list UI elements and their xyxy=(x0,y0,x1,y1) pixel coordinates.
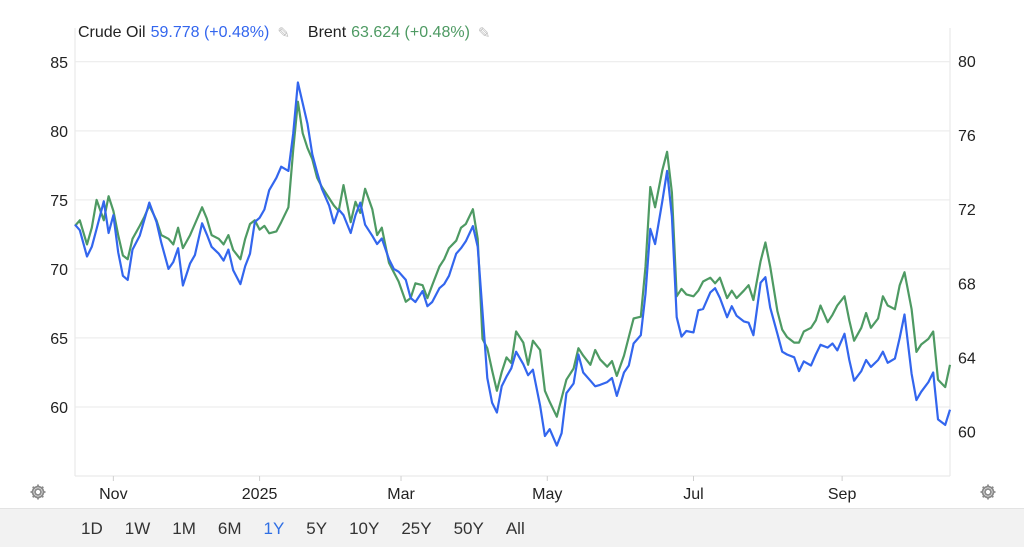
gear-icon[interactable] xyxy=(978,482,998,502)
right-tick-label: 72 xyxy=(958,202,976,219)
grid-lines xyxy=(74,28,951,477)
range-button-5y[interactable]: 5Y xyxy=(295,509,338,548)
x-tick-label: 2025 xyxy=(242,486,278,503)
range-button-1m[interactable]: 1M xyxy=(161,509,207,548)
right-tick-label: 68 xyxy=(958,276,976,293)
right-tick-label: 76 xyxy=(958,128,976,145)
range-button-1d[interactable]: 1D xyxy=(70,509,114,548)
right-tick-label: 80 xyxy=(958,54,976,71)
legend-name: Crude Oil xyxy=(78,24,146,41)
price-chart[interactable]: 60 65 70 75 80 85 60 64 68 72 76 80 Nov 2025 Mar May J… xyxy=(0,0,1024,508)
range-button-1w[interactable]: 1W xyxy=(114,509,162,548)
x-tick-label: May xyxy=(532,486,562,503)
right-tick-label: 64 xyxy=(958,350,976,367)
left-axis: 60 65 70 75 80 85 xyxy=(50,55,68,417)
series-line-crude-oil[interactable] xyxy=(74,81,952,447)
gear-icon[interactable] xyxy=(28,482,48,502)
pencil-icon[interactable]: ✎ xyxy=(477,25,491,42)
left-tick-label: 75 xyxy=(50,193,68,210)
x-tick-label: Nov xyxy=(99,486,127,503)
legend: Crude Oil 59.778 (+0.48%) ✎ Brent 63.624… xyxy=(78,24,508,42)
left-tick-label: 85 xyxy=(50,55,68,72)
range-button-1y[interactable]: 1Y xyxy=(252,509,295,548)
series-lines xyxy=(74,81,952,447)
legend-value: 63.624 (+0.48%) xyxy=(351,24,470,41)
series-line-brent[interactable] xyxy=(74,100,952,418)
left-tick-label: 80 xyxy=(50,124,68,141)
left-tick-label: 60 xyxy=(50,400,68,417)
right-tick-label: 60 xyxy=(958,425,976,442)
left-tick-label: 70 xyxy=(50,262,68,279)
range-button-all[interactable]: All xyxy=(495,509,536,548)
left-tick-label: 65 xyxy=(50,331,68,348)
legend-item-crude-oil[interactable]: Crude Oil 59.778 (+0.48%) ✎ xyxy=(78,24,290,42)
range-button-10y[interactable]: 10Y xyxy=(338,509,390,548)
x-tick-label: Sep xyxy=(828,486,857,503)
right-axis: 60 64 68 72 76 80 xyxy=(958,54,976,442)
range-button-6m[interactable]: 6M xyxy=(207,509,253,548)
range-selector: 1D 1W 1M 6M 1Y 5Y 10Y 25Y 50Y All xyxy=(0,508,1024,547)
x-axis: Nov 2025 Mar May Jul Sep xyxy=(99,476,856,503)
x-tick-label: Mar xyxy=(387,486,415,503)
pencil-icon[interactable]: ✎ xyxy=(277,25,290,42)
legend-value: 59.778 (+0.48%) xyxy=(150,24,270,41)
range-button-50y[interactable]: 50Y xyxy=(443,509,495,548)
legend-item-brent[interactable]: Brent 63.624 (+0.48%) ✎ xyxy=(308,24,491,42)
legend-name: Brent xyxy=(307,24,347,41)
range-button-25y[interactable]: 25Y xyxy=(390,509,442,548)
x-tick-label: Jul xyxy=(683,486,703,503)
